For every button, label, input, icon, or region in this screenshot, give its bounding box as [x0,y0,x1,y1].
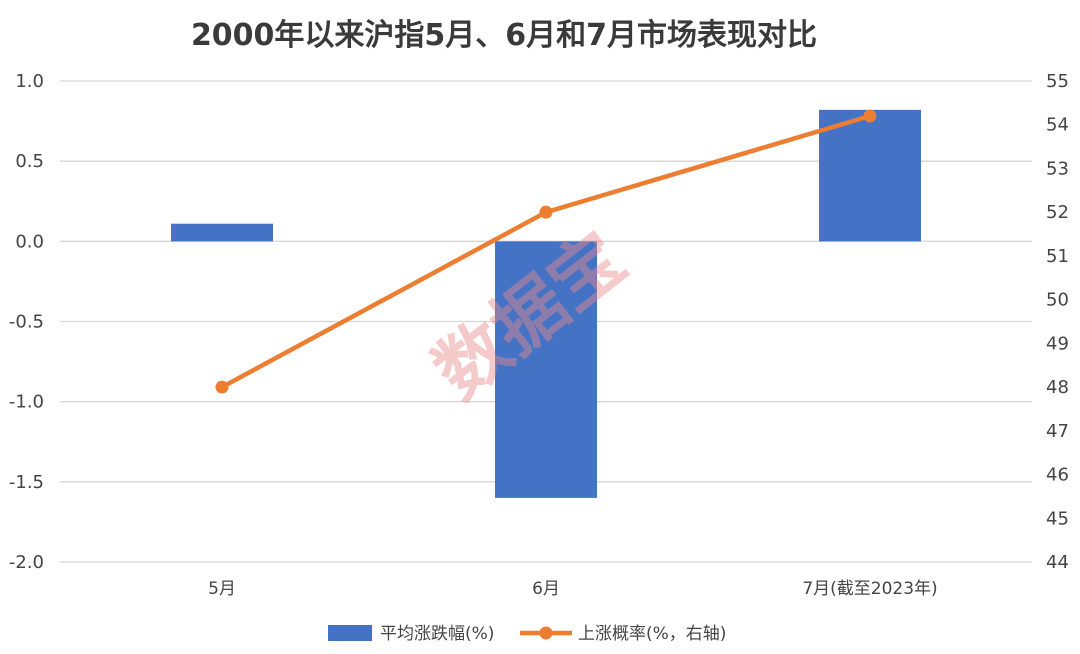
category-labels: 5月 6月 7月(截至2023年) [208,579,938,599]
line-series [215,109,877,394]
right-tick-label: 52 [1046,202,1069,223]
left-axis-ticks: 1.0 0.5 0.0 -0.5 -1.0 -1.5 -2.0 [9,71,44,573]
right-tick-label: 51 [1046,246,1069,267]
legend-label-line: 上涨概率(%，右轴) [578,624,726,644]
left-tick-label: -1.5 [9,472,44,493]
right-axis-ticks: 55 54 53 52 51 50 49 48 47 46 45 44 [1046,71,1069,573]
left-tick-label: -1.0 [9,392,44,413]
right-tick-label: 48 [1046,377,1069,398]
legend-swatch-marker [539,626,553,640]
chart-title: 2000年以来沪指5月、6月和7月市场表现对比 [191,18,817,53]
bar-1 [171,223,273,242]
right-tick-label: 49 [1046,333,1069,354]
legend-swatch-bar [328,625,372,641]
right-tick-label: 50 [1046,290,1069,311]
line-point-2 [539,205,553,219]
legend: 平均涨跌幅(%) 上涨概率(%，右轴) [328,624,726,644]
right-tick-label: 45 [1046,508,1069,529]
left-tick-label: 1.0 [15,71,44,92]
right-tick-label: 53 [1046,158,1069,179]
bar-2 [495,241,597,498]
category-label: 7月(截至2023年) [802,579,937,599]
left-tick-label: 0.5 [15,151,44,172]
line-point-1 [215,380,229,394]
left-tick-label: 0.0 [15,231,44,252]
category-label: 6月 [532,579,560,599]
right-tick-label: 47 [1046,421,1069,442]
bar-3 [819,109,921,242]
right-tick-label: 54 [1046,115,1069,136]
right-tick-label: 44 [1046,552,1069,573]
legend-label-bar: 平均涨跌幅(%) [380,624,494,644]
line-point-3 [863,109,877,123]
right-tick-label: 55 [1046,71,1069,92]
right-tick-label: 46 [1046,465,1069,486]
bar-series [171,109,921,498]
left-tick-label: -2.0 [9,552,44,573]
left-tick-label: -0.5 [9,312,44,333]
category-label: 5月 [208,579,236,599]
